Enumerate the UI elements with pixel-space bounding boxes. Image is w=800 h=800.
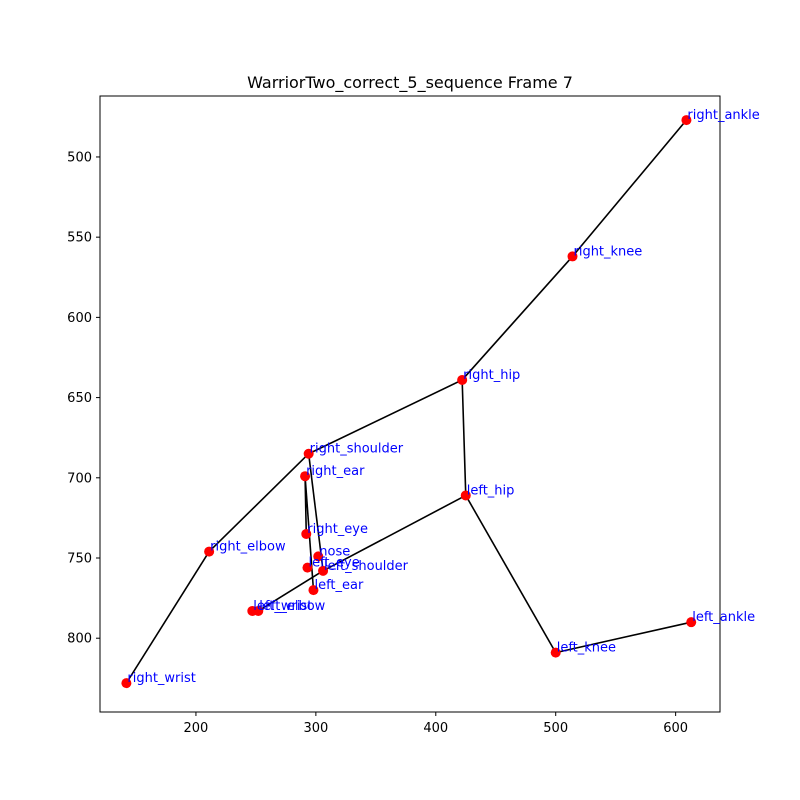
keypoint-label-left-eye: left_eye bbox=[308, 556, 359, 571]
y-tick-label: 550 bbox=[67, 231, 92, 246]
keypoint-label-left-ear: left_ear bbox=[314, 578, 364, 593]
keypoint-label-left-knee: left_knee bbox=[557, 641, 616, 656]
y-tick-label: 700 bbox=[67, 471, 92, 486]
axes-frame bbox=[99, 95, 721, 713]
keypoint-right-eye bbox=[301, 528, 312, 539]
keypoint-left-wrist bbox=[247, 605, 258, 616]
keypoint-label-left-shoulder: left_shoulder bbox=[324, 559, 409, 574]
keypoint-label-right-elbow: right_elbow bbox=[210, 540, 286, 555]
keypoint-right-ear bbox=[300, 471, 311, 482]
x-tick-label: 400 bbox=[423, 721, 448, 736]
keypoint-label-left-wrist: left_wrist bbox=[253, 599, 312, 614]
keypoint-nose bbox=[313, 551, 324, 562]
x-tick-label: 200 bbox=[184, 721, 209, 736]
skeleton-line-right-shoulder-to-right-hip bbox=[308, 379, 463, 455]
skeleton-line-right-shoulder-to-left-shoulder bbox=[307, 453, 324, 571]
keypoint-label-left-hip: left_hip bbox=[467, 483, 515, 498]
keypoint-label-right-eye: right_eye bbox=[307, 522, 368, 537]
keypoint-label-left-elbow: left_elbow bbox=[259, 599, 325, 614]
plot-area: 200 300 400 500 600 500 550 600 650 700 750 800 no… bbox=[67, 95, 760, 736]
keypoint-right-knee bbox=[567, 251, 578, 262]
keypoint-right-ankle bbox=[681, 115, 692, 126]
chart-title: WarriorTwo_correct_5_sequence Frame 7 bbox=[247, 73, 573, 93]
skeleton-line-right-hip-to-right-knee bbox=[461, 255, 574, 381]
y-tick-label: 500 bbox=[67, 150, 92, 165]
skeleton-line-left-hip-to-left-shoulder bbox=[322, 494, 467, 572]
x-tick-label: 500 bbox=[543, 721, 568, 736]
keypoint-left-hip bbox=[460, 490, 471, 501]
keypoint-left-eye bbox=[302, 562, 313, 573]
skeleton-line-left-hip-to-left-knee bbox=[465, 495, 557, 654]
keypoint-label-right-ankle: right_ankle bbox=[687, 108, 759, 123]
keypoint-right-hip bbox=[457, 374, 468, 385]
x-tick-label: 300 bbox=[303, 721, 328, 736]
keypoint-markers bbox=[121, 115, 697, 689]
skeleton-line-right-knee-to-right-ankle bbox=[571, 119, 688, 257]
x-axis: 200 300 400 500 600 bbox=[184, 712, 688, 736]
y-tick-label: 800 bbox=[67, 632, 92, 647]
skeleton-line-right-elbow-to-right-shoulder bbox=[208, 453, 310, 553]
keypoint-label-right-hip: right_hip bbox=[463, 368, 520, 383]
keypoint-left-ear bbox=[308, 585, 319, 596]
keypoint-left-ankle bbox=[686, 617, 697, 628]
keypoint-label-right-ear: right_ear bbox=[306, 464, 365, 479]
keypoint-label-left-ankle: left_ankle bbox=[692, 610, 755, 625]
keypoint-label-nose: nose bbox=[319, 544, 350, 559]
skeleton-line-right-wrist-to-right-elbow bbox=[125, 551, 210, 684]
keypoint-right-elbow bbox=[204, 546, 215, 557]
keypoint-label-right-knee: right_knee bbox=[573, 244, 642, 259]
keypoint-label-right-shoulder: right_shoulder bbox=[310, 442, 404, 457]
keypoint-left-shoulder bbox=[318, 565, 329, 576]
y-tick-label: 600 bbox=[67, 311, 92, 326]
y-axis: 500 550 600 650 700 750 800 bbox=[67, 150, 100, 647]
y-tick-label: 750 bbox=[67, 552, 92, 567]
skeleton-line-right-hip-to-left-hip bbox=[461, 379, 467, 496]
keypoint-right-wrist bbox=[121, 678, 132, 689]
skeleton-line-left-knee-to-left-ankle bbox=[555, 621, 692, 654]
y-tick-label: 650 bbox=[67, 391, 92, 406]
keypoint-right-shoulder bbox=[303, 448, 314, 459]
x-tick-label: 600 bbox=[663, 721, 688, 736]
keypoint-label-right-wrist: right_wrist bbox=[127, 671, 196, 686]
keypoint-left-knee bbox=[550, 647, 561, 658]
